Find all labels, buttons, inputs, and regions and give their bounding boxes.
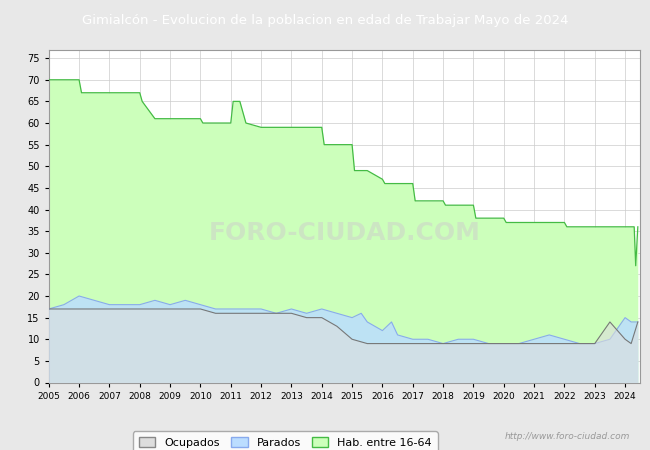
Text: Gimialcón - Evolucion de la poblacion en edad de Trabajar Mayo de 2024: Gimialcón - Evolucion de la poblacion en… (82, 14, 568, 27)
Text: FORO-CIUDAD.COM: FORO-CIUDAD.COM (209, 220, 480, 245)
Legend: Ocupados, Parados, Hab. entre 16-64: Ocupados, Parados, Hab. entre 16-64 (133, 432, 437, 450)
Text: http://www.foro-ciudad.com: http://www.foro-ciudad.com (505, 432, 630, 441)
